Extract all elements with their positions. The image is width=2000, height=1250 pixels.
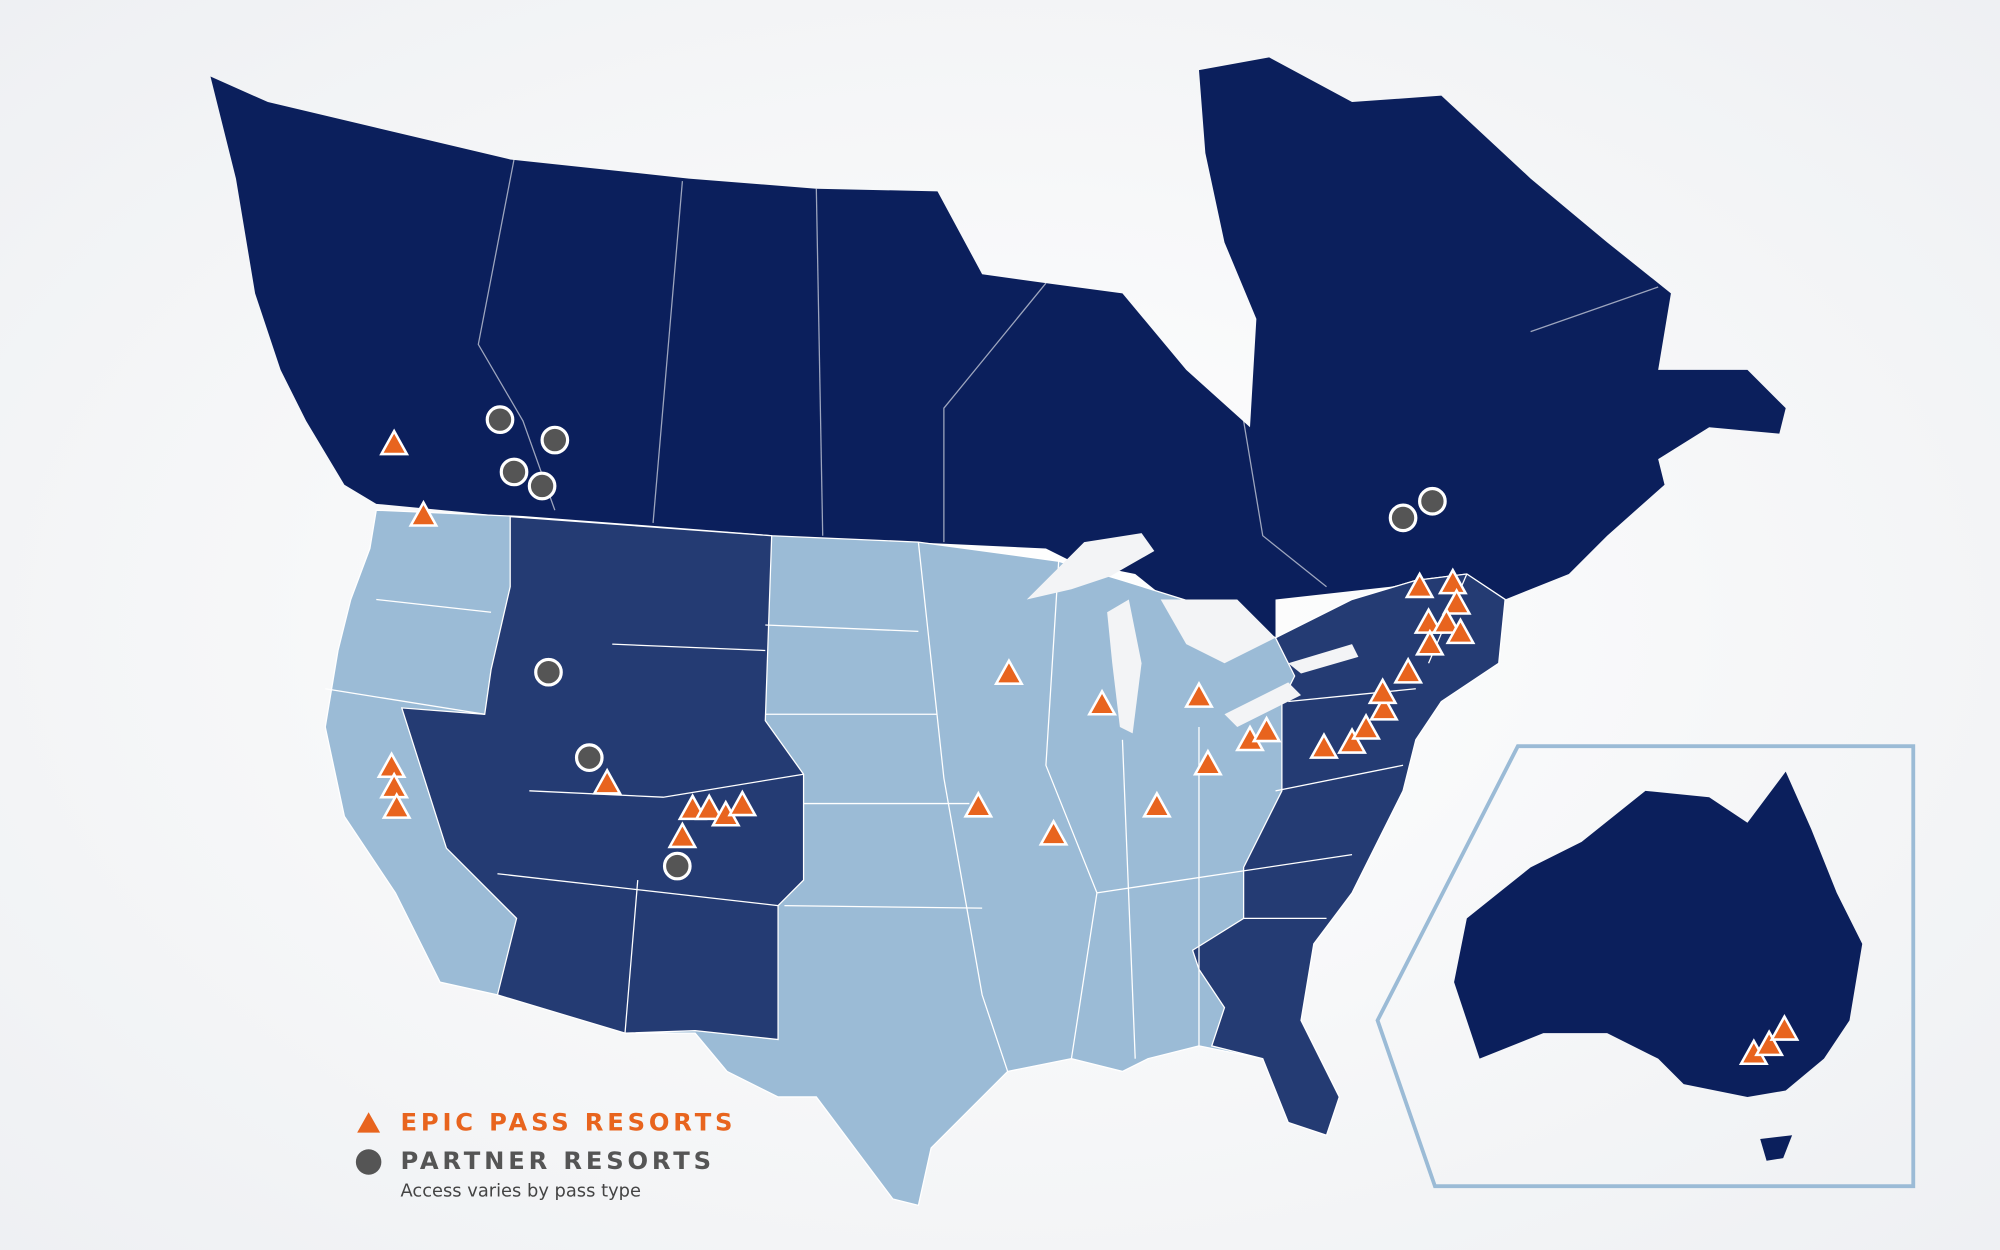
epic-resort-marker <box>1038 818 1069 846</box>
epic-resort-marker <box>1251 715 1282 743</box>
epic-resort-marker <box>408 499 439 527</box>
partner-resort-marker <box>662 851 692 881</box>
inset-frame <box>1375 744 1916 1189</box>
partner-resort-marker <box>574 743 604 773</box>
partner-resort-marker <box>540 425 570 455</box>
legend-label: EPIC PASS RESORTS <box>401 1109 737 1137</box>
legend-circle-icon <box>355 1149 382 1175</box>
epic-resort-marker <box>1184 681 1214 708</box>
epic-resort-marker <box>1404 571 1435 599</box>
epic-resort-marker <box>963 790 994 818</box>
epic-resort-marker <box>1445 617 1476 645</box>
epic-resort-marker <box>667 821 698 849</box>
epic-resort-marker <box>1141 790 1172 818</box>
epic-resort-marker <box>1414 628 1445 656</box>
partner-resort-marker <box>499 457 529 487</box>
epic-resort-marker <box>1351 712 1381 740</box>
epic-resort-marker <box>1087 688 1117 716</box>
epic-resort-marker <box>727 789 758 817</box>
province-lines <box>477 159 1659 588</box>
partner-resort-marker <box>485 405 515 434</box>
epic-resort-marker <box>1441 587 1472 615</box>
epic-resort-marker <box>1337 726 1367 754</box>
canada <box>210 57 1786 638</box>
legend-triangle-icon <box>357 1112 381 1133</box>
epic-resort-marker <box>694 793 725 821</box>
epic-resort-marker <box>1754 1029 1785 1057</box>
state-lines <box>325 542 1468 1072</box>
epic-resort-marker <box>1192 748 1223 776</box>
markers <box>376 405 1800 1066</box>
partner-resort-marker <box>527 471 557 501</box>
epic-resort-marker <box>592 767 623 795</box>
epic-resort-marker <box>1437 567 1468 595</box>
epic-resort-marker <box>994 658 1024 685</box>
legend-label: PARTNER RESORTS <box>401 1147 715 1175</box>
epic-resort-marker <box>1769 1013 1800 1041</box>
epic-resort-marker <box>1369 693 1399 721</box>
epic-resort-marker <box>1367 677 1398 705</box>
legend-note: Access varies by pass type <box>401 1180 641 1201</box>
australia <box>1454 771 1863 1097</box>
epic-resort-marker <box>1393 656 1424 684</box>
partner-resort-marker <box>534 657 563 687</box>
epic-resort-marker <box>381 792 412 819</box>
partner-resort-marker <box>1388 503 1418 533</box>
great-lakes <box>1026 533 1359 734</box>
epic-resort-marker <box>1309 732 1339 759</box>
epic-resort-marker <box>379 428 410 456</box>
tasmania <box>1760 1135 1793 1161</box>
epic-resort-marker <box>1431 607 1462 634</box>
partner-resort-marker <box>1418 486 1447 516</box>
